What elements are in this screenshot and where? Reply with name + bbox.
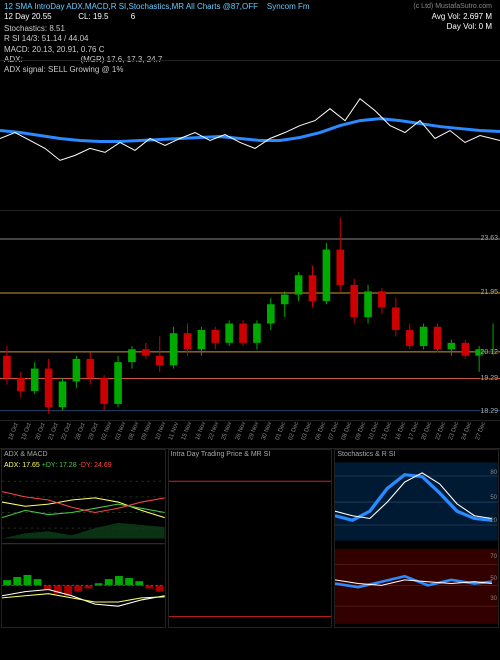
date-tick: 25 Nov: [221, 421, 233, 441]
date-axis: 18 Oct19 Oct20 Oct21 Oct22 Oct28 Oct29 O…: [0, 420, 500, 448]
price-level-label: 18.29: [480, 408, 498, 415]
adx-macd-panel: ADX & MACD ADX: 17.65 +DY: 17.28 -DY: 24…: [1, 449, 166, 628]
date-tick: 07 Dec: [328, 421, 340, 441]
date-tick: 01 Dec: [275, 421, 287, 441]
price-level-label: 19.29: [480, 375, 498, 382]
date-tick: 23 Dec: [448, 421, 460, 441]
date-tick: 19 Oct: [21, 422, 33, 441]
indicator-list: 12 SMA IntroDay ADX,MACD,R SI,Stochastic…: [4, 2, 258, 11]
date-tick: 09 Dec: [355, 421, 367, 441]
macd-value: MACD: 20.13, 20.91, 0.76 C: [4, 45, 105, 54]
credit-label: (c Ltd) MustafaSutro.com: [413, 2, 492, 11]
date-tick: 10 Nov: [155, 421, 167, 441]
scale-label: 50: [490, 495, 497, 501]
intraday-panel: Intra Day Trading Price & MR SI: [168, 449, 333, 628]
date-tick: 16 Dec: [395, 421, 407, 441]
scale-label: 80: [490, 470, 497, 476]
date-tick: 15 Dec: [381, 421, 393, 441]
date-tick: 17 Dec: [408, 421, 420, 441]
symbol-name: Syncom Fm: [267, 2, 310, 11]
date-tick: 08 Nov: [128, 421, 140, 441]
date-tick: 29 Oct: [88, 422, 100, 441]
date-tick: 29 Nov: [248, 421, 260, 441]
adx-macd-title: ADX & MACD: [4, 451, 48, 458]
stochastics-value: Stochastics: 8.51: [4, 24, 65, 33]
adx-subtitle: ADX: 17.65 +DY: 17.28 -DY: 24.69: [4, 462, 112, 469]
price-level-label: 20.12: [480, 349, 498, 356]
stoch-rsi-panel: Stochastics & R SI 80 50 20 70 50 30: [334, 449, 499, 628]
date-tick: 22 Nov: [208, 421, 220, 441]
date-tick: 20 Oct: [35, 422, 47, 441]
price-ma-chart: [0, 60, 500, 210]
date-tick: 26 Nov: [235, 421, 247, 441]
close-price: CL: 19.5: [78, 12, 108, 21]
date-tick: 10 Dec: [368, 421, 380, 441]
scale-label: 30: [490, 596, 497, 602]
intraday-title: Intra Day Trading Price & MR SI: [171, 451, 271, 458]
header-info: (c Ltd) MustafaSutro.com 12 SMA IntroDay…: [0, 0, 500, 60]
candlestick-chart: 23.63 21.95 20.12 19.29 18.29: [0, 210, 500, 420]
change-value: 6: [131, 12, 135, 21]
date-price-open: 12 Day 20.55: [4, 12, 52, 21]
date-tick: 03 Nov: [115, 421, 127, 441]
price-level-label: 21.95: [480, 289, 498, 296]
date-tick: 11 Nov: [168, 422, 180, 442]
date-tick: 27 Dec: [475, 421, 487, 441]
date-tick: 18 Oct: [8, 422, 20, 441]
date-tick: 22 Oct: [61, 422, 73, 441]
date-tick: 24 Dec: [461, 421, 473, 441]
avg-vol: Avg Vol: 2.697 M: [432, 12, 492, 22]
rsi-value: R SI 14/3: 51.14 / 44.04: [4, 34, 89, 43]
price-level-label: 23.63: [480, 235, 498, 242]
date-tick: 02 Nov: [101, 421, 113, 441]
date-tick: 03 Dec: [301, 421, 313, 441]
scale-label: 20: [490, 518, 497, 524]
day-vol: Day Vol: 0 M: [432, 22, 492, 32]
date-tick: 08 Dec: [341, 421, 353, 441]
date-tick: 22 Dec: [435, 421, 447, 441]
date-tick: 20 Dec: [421, 421, 433, 441]
scale-label: 50: [490, 576, 497, 582]
date-tick: 02 Dec: [288, 421, 300, 441]
scale-label: 70: [490, 554, 497, 560]
date-tick: 16 Nov: [195, 421, 207, 441]
date-tick: 30 Nov: [261, 421, 273, 441]
date-tick: 09 Nov: [141, 421, 153, 441]
date-tick: 15 Nov: [181, 421, 193, 441]
stoch-rsi-title: Stochastics & R SI: [337, 451, 395, 458]
date-tick: 21 Oct: [48, 422, 60, 441]
date-tick: 06 Dec: [315, 421, 327, 441]
date-tick: 28 Oct: [75, 422, 87, 441]
